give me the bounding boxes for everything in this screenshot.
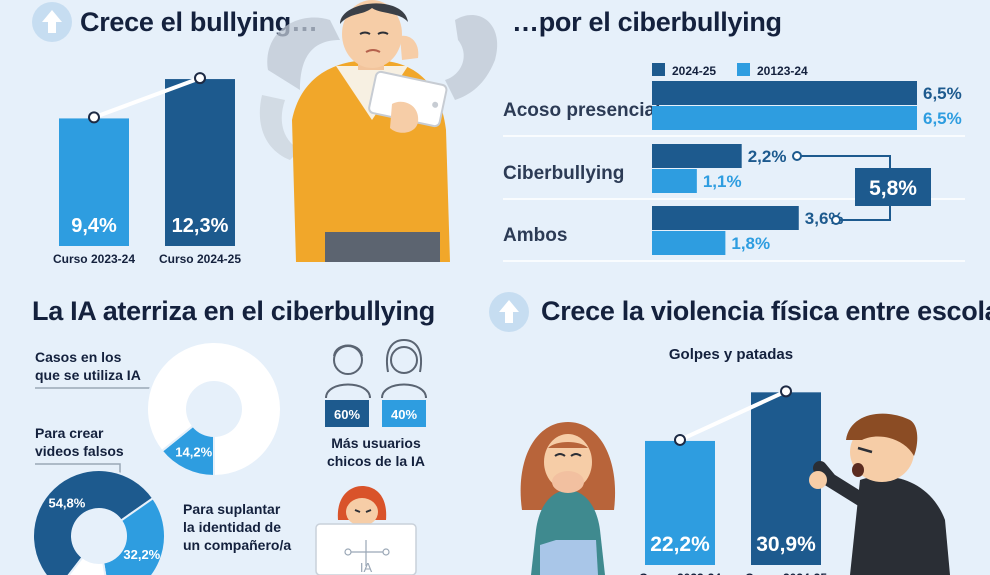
usuarios-caption-line1: Más usuarios xyxy=(331,435,421,451)
boy-pants xyxy=(325,232,440,262)
violencia-chart: 22,2% Curso 2023-24 30,9% Curso 2024-25 xyxy=(639,385,827,575)
casos-label-line2: que se utiliza IA xyxy=(35,367,141,383)
casos-ia-donut: 14,2% xyxy=(146,341,282,478)
ciber-bar-2-0 xyxy=(652,206,799,230)
ciber-value-2-1: 1,8% xyxy=(731,234,770,253)
trend-line xyxy=(679,389,787,442)
casos-label-line1: Casos en los xyxy=(35,349,122,365)
usuarios-caption-line2: chicos de la IA xyxy=(327,453,425,469)
bracket-top xyxy=(795,155,891,170)
trend-dot-1 xyxy=(780,385,792,398)
section-violencia: Crece la violencia física entre escolare… xyxy=(489,292,990,575)
slice-label-0: 54,8% xyxy=(48,495,85,510)
ciber-legend: 2024-25 20123-24 xyxy=(652,63,808,78)
violencia-subtitle: Golpes y patadas xyxy=(669,346,793,363)
shadow-hand-right xyxy=(445,14,498,100)
section-ia: La IA aterriza en el ciberbullying Casos… xyxy=(32,296,435,575)
boy-hand-tablet xyxy=(390,101,419,133)
ia-title: La IA aterriza en el ciberbullying xyxy=(32,296,435,326)
bullying-chart: 9,4% Curso 2023-24 12,3% Curso 2024-25 xyxy=(53,72,241,266)
bar-value-1: 12,3% xyxy=(172,215,229,237)
videos-label-line2: videos falsos xyxy=(35,443,124,459)
bracket-dot-top xyxy=(792,151,802,161)
section-bullying: Crece el bullying… 9,4% Curso 2023-24 12,3… xyxy=(32,2,318,266)
trend-line xyxy=(93,76,201,120)
bar-0 xyxy=(59,118,129,246)
bar-category-1: Curso 2024-25 xyxy=(159,252,241,266)
girl-crying-illustration xyxy=(520,422,616,575)
robot-ia-label: IA xyxy=(360,560,373,575)
slice-label-0: 14,2% xyxy=(175,444,212,459)
trend-dot-0 xyxy=(88,111,100,124)
trend-dot-1 xyxy=(194,72,206,85)
legend-swatch-0 xyxy=(652,63,665,76)
ciber-bar-0-1 xyxy=(652,106,917,130)
legend-label-1: 20123-24 xyxy=(757,64,808,78)
shadow-hand-left xyxy=(267,17,340,90)
girl-percent: 40% xyxy=(391,407,417,422)
boy-mouth xyxy=(365,49,381,53)
slice-label-1: 32,2% xyxy=(123,547,160,562)
ciber-value-1-1: 1,1% xyxy=(703,172,742,191)
slice-2 xyxy=(67,555,107,575)
ciber-bar-2-1 xyxy=(652,231,726,255)
bar-category-0: Curso 2023-24 xyxy=(639,571,721,575)
bullying-title: Crece el bullying… xyxy=(80,7,318,37)
tablet-icon xyxy=(368,70,448,128)
boy-face xyxy=(342,0,402,68)
violencia-title: Crece la violencia física entre escolare… xyxy=(541,296,990,326)
boy-with-tablet-illustration xyxy=(259,0,498,262)
bar-value-0: 9,4% xyxy=(71,215,117,237)
ciber-value-0-1: 6,5% xyxy=(923,109,962,128)
bar-category-0: Curso 2023-24 xyxy=(53,252,135,266)
suplantar-label-line2: la identidad de xyxy=(183,519,281,535)
bar-value-1: 30,9% xyxy=(756,533,816,556)
ciber-value-1-0: 2,2% xyxy=(748,147,787,166)
student-laptop-illustration: IA xyxy=(315,486,417,575)
slice-1 xyxy=(146,341,282,478)
boy-hand-face xyxy=(400,35,419,60)
ciber-bar-1-0 xyxy=(652,144,742,168)
trend-dot-0 xyxy=(674,433,686,446)
bracket-bottom xyxy=(836,206,891,221)
boy-user-icon xyxy=(325,344,371,399)
boy-percent-box xyxy=(325,400,369,427)
bar-value-0: 22,2% xyxy=(650,533,710,556)
bar-category-1: Curso 2024-25 xyxy=(745,571,827,575)
boy-hair xyxy=(340,3,408,24)
girl-user-icon xyxy=(381,338,427,399)
total-badge xyxy=(855,168,931,206)
total-badge-value: 5,8% xyxy=(869,177,917,200)
ciber-title: …por el ciberbullying xyxy=(512,7,782,37)
slice-1 xyxy=(102,496,166,575)
ciber-bar-1-1 xyxy=(652,169,697,193)
girl-percent-box xyxy=(382,400,426,427)
suplantar-label-line3: un compañero/a xyxy=(183,537,291,553)
ciber-category-0: Acoso presencial xyxy=(503,100,660,121)
bar-0 xyxy=(645,440,715,565)
videos-label-line1: Para crear xyxy=(35,425,104,441)
legend-label-0: 2024-25 xyxy=(672,64,716,78)
ciber-value-0-0: 6,5% xyxy=(923,84,962,103)
ciber-bar-0-0 xyxy=(652,81,917,105)
bracket-dot-bottom xyxy=(831,215,841,225)
ciber-category-2: Ambos xyxy=(503,225,567,246)
boy-eye-left xyxy=(359,31,371,35)
up-arrow-icon xyxy=(42,10,62,33)
legend-swatch-1 xyxy=(737,63,750,76)
usos-ia-donut: 54,8% 32,2% xyxy=(32,469,166,575)
section-ciberbullying: …por el ciberbullying 2024-25 20123-24 Ac… xyxy=(503,7,965,262)
angry-boy-illustration xyxy=(809,413,950,575)
boy-eye-right xyxy=(377,31,389,35)
boy-percent: 60% xyxy=(334,407,360,422)
shadow-arm xyxy=(259,95,300,160)
ciber-category-1: Ciberbullying xyxy=(503,163,624,184)
slice-0 xyxy=(32,469,155,575)
up-arrow-icon-2 xyxy=(499,300,519,323)
bar-1 xyxy=(165,79,235,246)
suplantar-label-line1: Para suplantar xyxy=(183,501,281,517)
